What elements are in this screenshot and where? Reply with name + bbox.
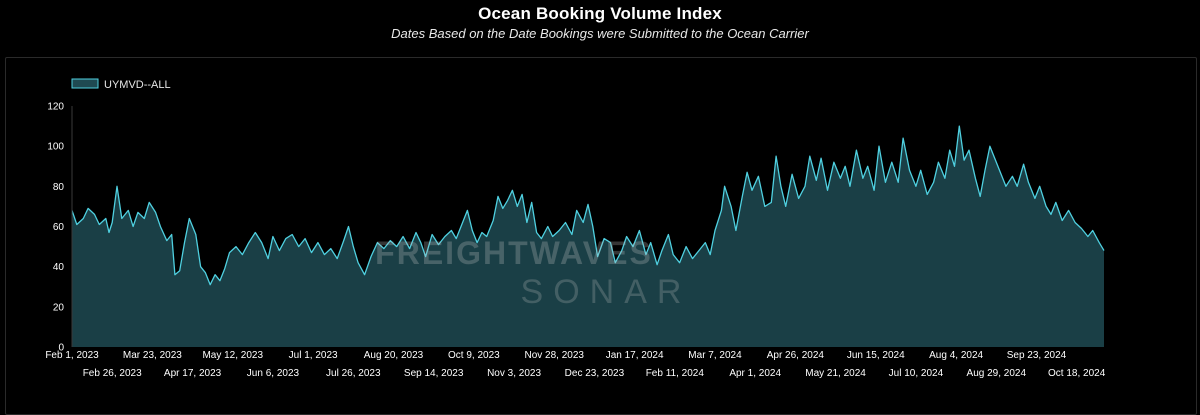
x-tick-label: Feb 26, 2023 bbox=[83, 368, 142, 379]
x-tick-label: Mar 7, 2024 bbox=[688, 350, 742, 361]
x-tick-label: Jun 15, 2024 bbox=[847, 350, 905, 361]
x-axis-ticks: Feb 1, 2023 Mar 23, 2023 May 12, 2023 Jul 1… bbox=[45, 350, 1105, 379]
x-tick-label: May 12, 2023 bbox=[202, 350, 263, 361]
x-tick-label: Jul 10, 2024 bbox=[889, 368, 944, 379]
x-tick-label: Feb 1, 2023 bbox=[45, 350, 99, 361]
watermark-freightwaves: FREIGHTWAVES bbox=[375, 235, 653, 271]
legend-label: UYMVD--ALL bbox=[104, 79, 171, 91]
x-tick-label: Jul 1, 2023 bbox=[289, 350, 338, 361]
y-tick-label: 120 bbox=[47, 102, 64, 113]
y-tick-label: 60 bbox=[53, 222, 65, 233]
x-tick-label: Mar 23, 2023 bbox=[123, 350, 182, 361]
series-line[interactable] bbox=[71, 125, 1105, 286]
x-tick-label: May 21, 2024 bbox=[805, 368, 866, 379]
x-tick-label: Aug 29, 2024 bbox=[967, 368, 1027, 379]
x-tick-label: Oct 18, 2024 bbox=[1048, 368, 1106, 379]
x-tick-label: Nov 3, 2023 bbox=[487, 368, 541, 379]
x-tick-label: Jan 17, 2024 bbox=[606, 350, 664, 361]
y-tick-label: 100 bbox=[47, 142, 64, 153]
x-tick-label: Feb 11, 2024 bbox=[646, 368, 705, 379]
x-tick-label: Aug 20, 2023 bbox=[364, 350, 424, 361]
x-tick-label: Jun 6, 2023 bbox=[247, 368, 300, 379]
x-tick-label: Apr 17, 2023 bbox=[164, 368, 222, 379]
y-tick-label: 40 bbox=[53, 262, 65, 273]
x-tick-label: Apr 26, 2024 bbox=[767, 350, 825, 361]
legend-swatch bbox=[71, 78, 99, 89]
chart-title: Ocean Booking Volume Index bbox=[478, 4, 722, 23]
chart-panel: UYMVD--ALL 0 20 40 60 80 100 120 Feb 1, 2023 Ma… bbox=[5, 57, 1197, 415]
chart-subtitle: Dates Based on the Date Bookings were Su… bbox=[391, 26, 809, 41]
x-tick-label: Dec 23, 2023 bbox=[565, 368, 625, 379]
x-tick-label: Apr 1, 2024 bbox=[729, 368, 781, 379]
x-tick-label: Aug 4, 2024 bbox=[929, 350, 983, 361]
y-tick-label: 80 bbox=[53, 182, 65, 193]
legend[interactable]: UYMVD--ALL bbox=[71, 78, 171, 91]
y-tick-label: 0 bbox=[58, 343, 64, 354]
x-tick-label: Jul 26, 2023 bbox=[326, 368, 381, 379]
series-area bbox=[72, 126, 1104, 347]
x-tick-label: Sep 14, 2023 bbox=[404, 368, 464, 379]
area-chart: UYMVD--ALL 0 20 40 60 80 100 120 Feb 1, 2023 Ma… bbox=[45, 78, 1106, 379]
x-tick-label: Sep 23, 2024 bbox=[1007, 350, 1067, 361]
y-tick-label: 20 bbox=[53, 302, 65, 313]
y-axis-ticks: 0 20 40 60 80 100 120 bbox=[47, 102, 64, 354]
watermark-sonar: SONAR bbox=[521, 273, 692, 311]
x-tick-label: Oct 9, 2023 bbox=[448, 350, 500, 361]
x-tick-label: Nov 28, 2023 bbox=[524, 350, 584, 361]
